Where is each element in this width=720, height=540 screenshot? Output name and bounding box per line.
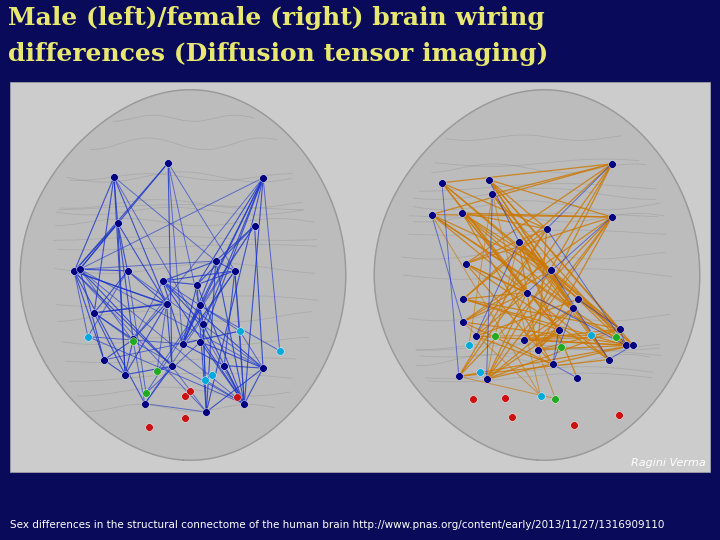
Polygon shape: [374, 90, 700, 460]
Text: Ragini Verma: Ragini Verma: [631, 458, 706, 468]
Text: differences (Diffusion tensor imaging): differences (Diffusion tensor imaging): [8, 42, 549, 66]
FancyBboxPatch shape: [10, 82, 710, 472]
Text: Sex differences in the structural connectome of the human brain http://www.pnas.: Sex differences in the structural connec…: [10, 520, 665, 530]
Text: Male (left)/female (right) brain wiring: Male (left)/female (right) brain wiring: [8, 6, 545, 30]
Polygon shape: [20, 90, 346, 460]
